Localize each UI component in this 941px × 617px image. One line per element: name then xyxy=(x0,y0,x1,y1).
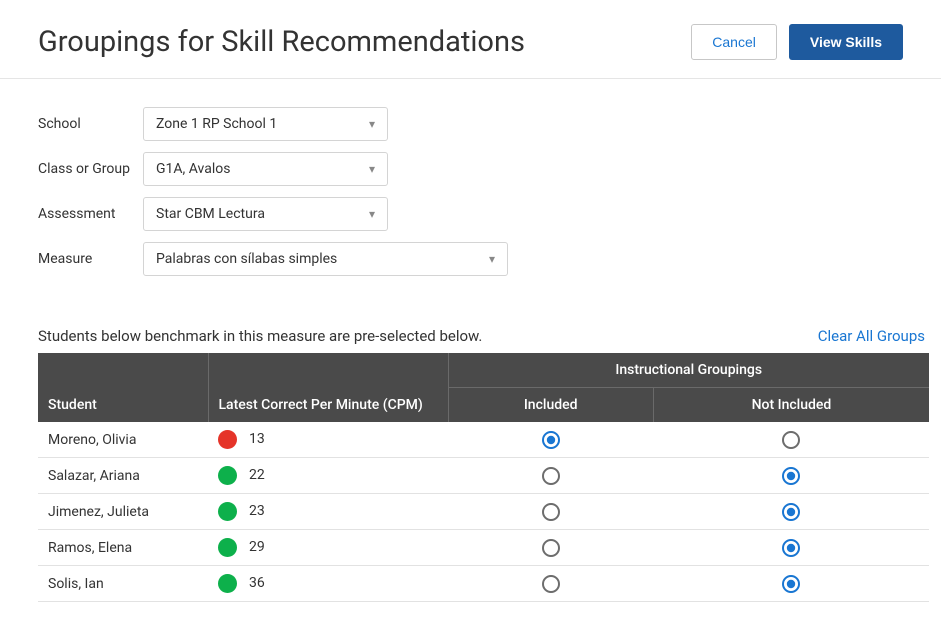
subheader: Students below benchmark in this measure… xyxy=(0,297,941,353)
radio-included[interactable] xyxy=(542,467,560,485)
table-wrap: Student Latest Correct Per Minute (CPM) … xyxy=(0,353,941,602)
clear-all-groups-link[interactable]: Clear All Groups xyxy=(818,327,925,345)
select-measure[interactable]: Palabras con sílabas simples ▾ xyxy=(143,242,508,276)
filter-label-measure: Measure xyxy=(38,251,143,267)
student-cpm: 13 xyxy=(208,422,448,458)
select-school-value: Zone 1 RP School 1 xyxy=(156,116,277,132)
filters: School Zone 1 RP School 1 ▾ Class or Gro… xyxy=(0,79,941,297)
status-dot-icon xyxy=(218,430,237,449)
header: Groupings for Skill Recommendations Canc… xyxy=(0,0,941,79)
table-row: Salazar, Ariana 22 xyxy=(38,458,929,494)
radio-cell-not-included xyxy=(653,494,929,530)
col-header-not-included: Not Included xyxy=(653,388,929,423)
subheader-text: Students below benchmark in this measure… xyxy=(38,327,482,345)
chevron-down-icon: ▾ xyxy=(369,162,375,176)
radio-cell-not-included xyxy=(653,458,929,494)
radio-cell-included xyxy=(448,566,653,602)
col-header-included: Included xyxy=(448,388,653,423)
radio-not-included[interactable] xyxy=(782,467,800,485)
table-row: Solis, Ian 36 xyxy=(38,566,929,602)
radio-cell-not-included xyxy=(653,530,929,566)
student-cpm: 22 xyxy=(208,458,448,494)
filter-row-measure: Measure Palabras con sílabas simples ▾ xyxy=(38,242,903,276)
radio-included[interactable] xyxy=(542,575,560,593)
radio-cell-not-included xyxy=(653,566,929,602)
status-dot-icon xyxy=(218,538,237,557)
radio-included[interactable] xyxy=(542,503,560,521)
radio-not-included[interactable] xyxy=(782,431,800,449)
student-name: Salazar, Ariana xyxy=(38,458,208,494)
chevron-down-icon: ▾ xyxy=(489,252,495,266)
select-assessment[interactable]: Star CBM Lectura ▾ xyxy=(143,197,388,231)
select-measure-value: Palabras con sílabas simples xyxy=(156,251,337,267)
radio-not-included[interactable] xyxy=(782,575,800,593)
select-assessment-value: Star CBM Lectura xyxy=(156,206,265,222)
filter-row-assessment: Assessment Star CBM Lectura ▾ xyxy=(38,197,903,231)
cpm-value: 22 xyxy=(249,467,265,483)
radio-cell-included xyxy=(448,422,653,458)
radio-not-included[interactable] xyxy=(782,503,800,521)
cancel-button[interactable]: Cancel xyxy=(691,24,777,60)
cpm-value: 29 xyxy=(249,539,265,555)
select-school[interactable]: Zone 1 RP School 1 ▾ xyxy=(143,107,388,141)
select-class[interactable]: G1A, Avalos ▾ xyxy=(143,152,388,186)
radio-included[interactable] xyxy=(542,539,560,557)
status-dot-icon xyxy=(218,466,237,485)
header-buttons: Cancel View Skills xyxy=(691,24,903,60)
select-class-value: G1A, Avalos xyxy=(156,161,230,177)
cpm-value: 36 xyxy=(249,575,265,591)
student-name: Solis, Ian xyxy=(38,566,208,602)
student-cpm: 29 xyxy=(208,530,448,566)
radio-cell-included xyxy=(448,458,653,494)
col-header-student: Student xyxy=(38,353,208,422)
col-header-cpm: Latest Correct Per Minute (CPM) xyxy=(208,353,448,422)
filter-label-school: School xyxy=(38,116,143,132)
radio-cell-included xyxy=(448,494,653,530)
status-dot-icon xyxy=(218,502,237,521)
student-name: Moreno, Olivia xyxy=(38,422,208,458)
chevron-down-icon: ▾ xyxy=(369,117,375,131)
table-row: Moreno, Olivia 13 xyxy=(38,422,929,458)
page-title: Groupings for Skill Recommendations xyxy=(38,25,525,59)
chevron-down-icon: ▾ xyxy=(369,207,375,221)
table-row: Ramos, Elena 29 xyxy=(38,530,929,566)
radio-cell-not-included xyxy=(653,422,929,458)
radio-included[interactable] xyxy=(542,431,560,449)
cpm-value: 13 xyxy=(249,431,265,447)
filter-row-school: School Zone 1 RP School 1 ▾ xyxy=(38,107,903,141)
students-table: Student Latest Correct Per Minute (CPM) … xyxy=(38,353,929,602)
student-name: Jimenez, Julieta xyxy=(38,494,208,530)
filter-label-class: Class or Group xyxy=(38,161,143,177)
status-dot-icon xyxy=(218,574,237,593)
student-cpm: 36 xyxy=(208,566,448,602)
view-skills-button[interactable]: View Skills xyxy=(789,24,903,60)
radio-not-included[interactable] xyxy=(782,539,800,557)
radio-cell-included xyxy=(448,530,653,566)
filter-label-assessment: Assessment xyxy=(38,206,143,222)
student-cpm: 23 xyxy=(208,494,448,530)
table-row: Jimenez, Julieta 23 xyxy=(38,494,929,530)
col-header-groupings: Instructional Groupings xyxy=(448,353,929,388)
cpm-value: 23 xyxy=(249,503,265,519)
filter-row-class: Class or Group G1A, Avalos ▾ xyxy=(38,152,903,186)
student-name: Ramos, Elena xyxy=(38,530,208,566)
